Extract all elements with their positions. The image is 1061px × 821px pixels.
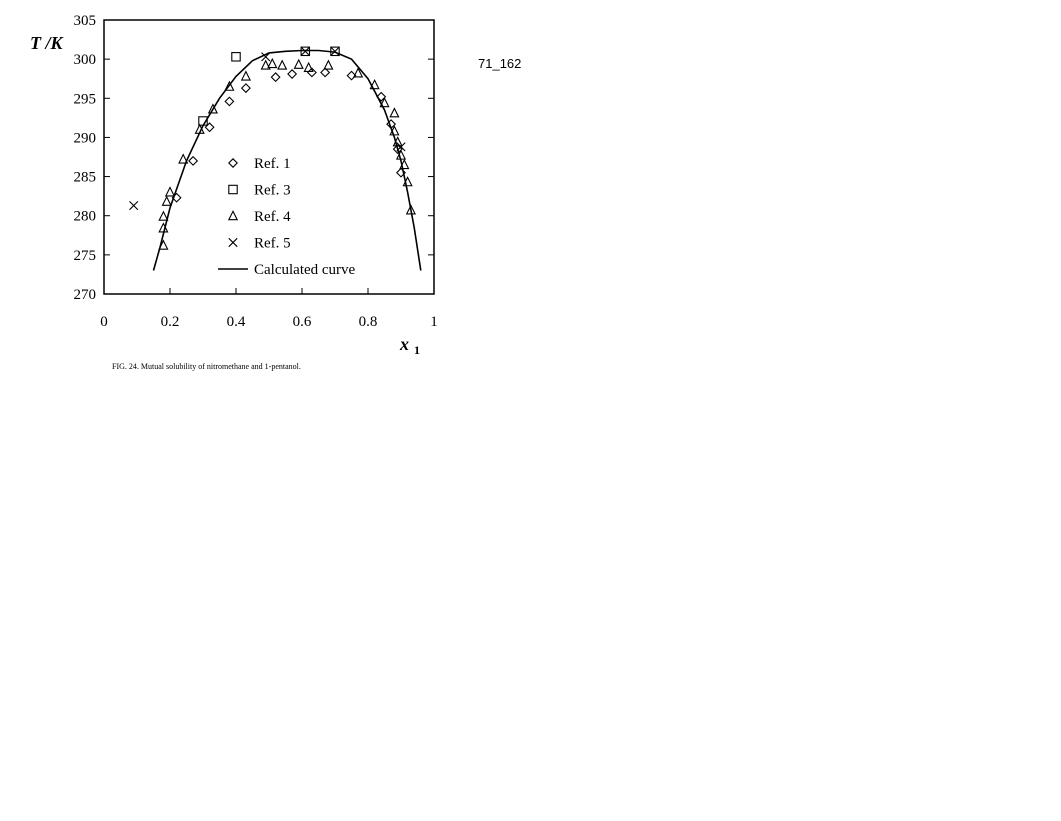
legend-label-ref-4: Ref. 4 <box>254 209 291 225</box>
marker-ref-1 <box>396 167 406 178</box>
y-ticks: 270 275 280 285 290 295 300 305 <box>74 13 434 303</box>
legend-label-ref-1: Ref. 1 <box>254 156 291 172</box>
marker-ref-1 <box>346 70 357 81</box>
y-tick-label: 275 <box>74 248 97 264</box>
figure-caption: FIG. 24. Mutual solubility of nitrometha… <box>112 362 301 371</box>
calculated-curve-line <box>152 49 422 271</box>
marker-ref-1 <box>240 83 251 94</box>
marker-ref-4 <box>293 58 304 69</box>
marker-ref-4 <box>267 57 278 69</box>
y-tick-label: 295 <box>74 91 97 107</box>
marker-ref-4 <box>353 67 364 78</box>
data-markers <box>129 46 416 250</box>
legend-label-calculated-curve: Calculated curve <box>254 262 356 278</box>
plot-frame <box>103 19 435 295</box>
y-tick-label: 270 <box>74 287 97 303</box>
marker-ref-1 <box>224 96 235 107</box>
legend: Ref. 1 Ref. 3 Ref. 4 Ref. 5 Calculated curve <box>218 156 356 278</box>
marker-ref-4 <box>392 136 403 147</box>
marker-ref-4 <box>158 222 169 233</box>
x-tick-label: 1 <box>430 314 438 330</box>
x-tick-label: 0.8 <box>359 314 378 330</box>
legend-swatch-ref-5 <box>228 237 238 248</box>
marker-ref-4 <box>389 107 400 118</box>
marker-ref-1 <box>386 119 397 130</box>
x-tick-label: 0.4 <box>227 314 246 330</box>
legend-swatch-ref-3 <box>228 184 238 195</box>
marker-ref-3 <box>198 116 208 126</box>
legend-label-ref-5: Ref. 5 <box>254 236 291 252</box>
page-label: 71_162 <box>478 56 521 71</box>
marker-ref-3 <box>231 52 241 62</box>
marker-ref-5 <box>396 142 406 152</box>
marker-ref-1 <box>188 155 199 166</box>
marker-ref-5 <box>129 200 139 211</box>
marker-ref-4 <box>158 239 169 250</box>
x-tick-label: 0 <box>100 314 108 330</box>
marker-ref-4 <box>399 158 410 170</box>
marker-ref-4 <box>369 79 380 90</box>
marker-ref-4 <box>207 103 218 114</box>
x-ticks: 0 0.2 0.4 0.6 0.8 1 <box>100 288 438 330</box>
marker-ref-4 <box>224 80 235 91</box>
marker-ref-4 <box>389 125 400 136</box>
x-tick-label: 0.6 <box>293 314 312 330</box>
marker-ref-4 <box>194 123 205 134</box>
x-tick-label: 0.2 <box>161 314 180 330</box>
x-axis-title: x <box>399 334 409 354</box>
marker-ref-4 <box>405 204 416 215</box>
marker-ref-1 <box>376 91 387 102</box>
marker-ref-5 <box>261 52 271 62</box>
legend-label-ref-3: Ref. 3 <box>254 183 291 199</box>
y-axis-title: T /K <box>30 33 64 53</box>
calculated-curve-layer <box>152 49 422 271</box>
marker-ref-4 <box>323 59 334 70</box>
y-tick-label: 290 <box>74 130 97 146</box>
marker-ref-4 <box>303 61 314 73</box>
legend-swatch-ref-4 <box>227 210 239 221</box>
marker-ref-4 <box>395 149 407 160</box>
marker-ref-4 <box>277 59 288 70</box>
marker-ref-3 <box>300 46 311 57</box>
marker-ref-5 <box>300 46 310 56</box>
marker-ref-4 <box>260 59 271 70</box>
y-tick-label: 285 <box>74 170 97 186</box>
marker-ref-4 <box>161 195 172 206</box>
marker-ref-1 <box>270 72 281 83</box>
marker-ref-4 <box>240 70 251 81</box>
marker-ref-4 <box>164 186 176 197</box>
marker-ref-4 <box>178 153 189 164</box>
y-tick-label: 305 <box>74 13 97 29</box>
marker-ref-3 <box>330 46 340 57</box>
marker-ref-1 <box>320 67 331 78</box>
marker-ref-1 <box>204 122 215 133</box>
marker-ref-4 <box>379 97 390 108</box>
y-tick-label: 300 <box>74 52 97 68</box>
marker-ref-4 <box>402 176 413 187</box>
marker-ref-4 <box>158 210 169 221</box>
x-axis-title-subscript: 1 <box>414 343 420 357</box>
marker-ref-1 <box>287 69 298 79</box>
marker-ref-5 <box>330 46 340 56</box>
legend-swatch-ref-1 <box>228 158 238 168</box>
y-tick-label: 280 <box>74 209 97 225</box>
